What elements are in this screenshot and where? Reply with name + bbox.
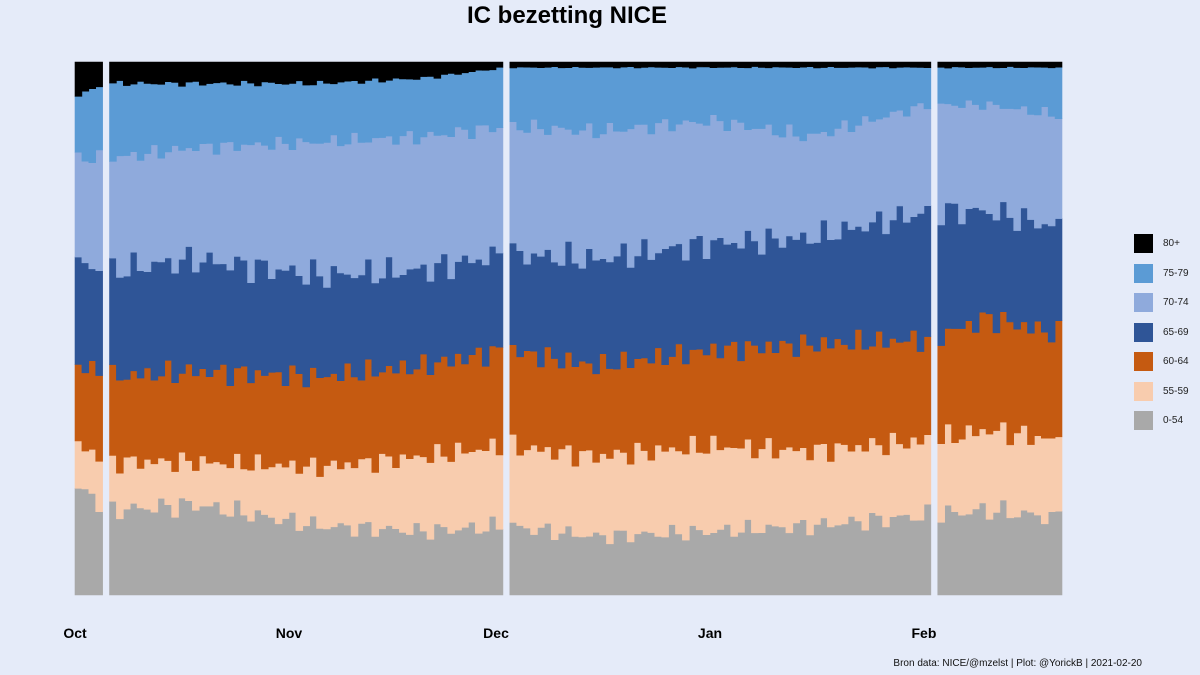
legend-item: 70-74	[1134, 288, 1189, 318]
legend-swatch	[1134, 293, 1153, 313]
area-band-80+	[937, 61, 1063, 69]
x-tick-label: Dec	[483, 625, 509, 641]
legend-swatch	[1134, 381, 1153, 401]
legend-item: 75-79	[1134, 259, 1189, 289]
x-tick-label: Jan	[697, 625, 723, 641]
area-band-80+	[74, 61, 103, 97]
chart-title: IC bezetting NICE	[466, 2, 667, 29]
legend: 80+ 75-79 70-74 65-69 60-64 55-59 0-54	[1134, 229, 1189, 436]
legend-item: 60-64	[1134, 347, 1189, 377]
legend-swatch	[1134, 411, 1153, 431]
area-band-80+	[109, 61, 504, 87]
legend-label: 0-54	[1163, 415, 1184, 427]
area-band-65-69	[74, 256, 103, 376]
legend-label: 60-64	[1163, 356, 1189, 368]
legend-item: 65-69	[1134, 318, 1189, 348]
legend-item: 80+	[1134, 229, 1189, 259]
legend-label: 80+	[1163, 238, 1180, 250]
area-band-70-74	[74, 149, 103, 272]
legend-swatch	[1134, 234, 1153, 254]
legend-label: 75-79	[1163, 267, 1189, 279]
legend-label: 65-69	[1163, 326, 1189, 338]
legend-item: 55-59	[1134, 377, 1189, 407]
source-caption: Bron data: NICE/@mzelst | Plot: @YorickB…	[893, 658, 1142, 669]
area-band-80+	[509, 61, 932, 69]
x-tick-label: Oct	[63, 625, 87, 641]
legend-label: 55-59	[1163, 385, 1189, 397]
x-tick-label: Nov	[275, 625, 303, 641]
legend-swatch	[1134, 352, 1153, 372]
legend-item: 0-54	[1134, 406, 1189, 436]
legend-label: 70-74	[1163, 297, 1189, 309]
legend-swatch	[1134, 322, 1153, 342]
legend-swatch	[1134, 263, 1153, 283]
x-tick-label: Feb	[911, 625, 937, 641]
